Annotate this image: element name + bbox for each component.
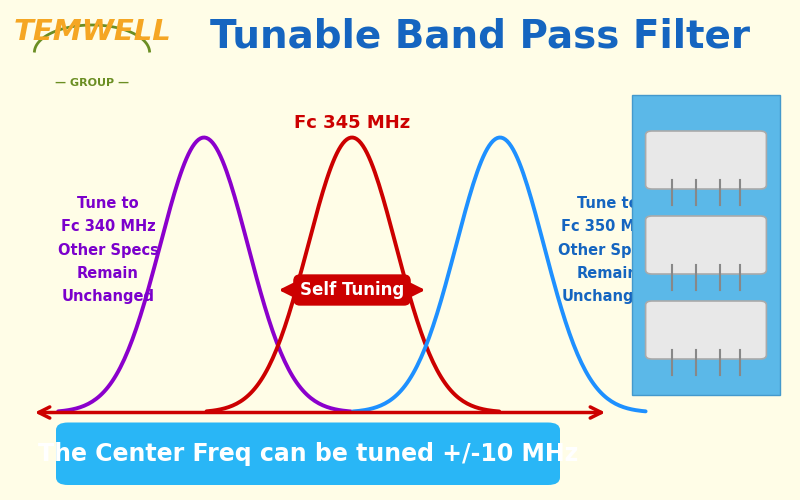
FancyBboxPatch shape — [632, 95, 780, 395]
Text: Self Tuning: Self Tuning — [300, 281, 404, 299]
FancyBboxPatch shape — [646, 131, 766, 189]
Text: The Center Freq can be tuned +/-10 MHz: The Center Freq can be tuned +/-10 MHz — [38, 442, 578, 466]
Text: Fc 345 MHz: Fc 345 MHz — [294, 114, 410, 132]
Text: TEMWELL: TEMWELL — [13, 18, 171, 46]
Text: Tune to
Fc 340 MHz
Other Specs
Remain
Unchanged: Tune to Fc 340 MHz Other Specs Remain Un… — [58, 196, 158, 304]
Text: Tune to
Fc 350 MHz
Other Specs
Remain
Unchanged: Tune to Fc 350 MHz Other Specs Remain Un… — [558, 196, 658, 304]
FancyBboxPatch shape — [56, 422, 560, 485]
FancyBboxPatch shape — [646, 301, 766, 359]
Text: Tunable Band Pass Filter: Tunable Band Pass Filter — [210, 18, 750, 56]
FancyBboxPatch shape — [646, 216, 766, 274]
Text: — GROUP —: — GROUP — — [55, 78, 129, 88]
